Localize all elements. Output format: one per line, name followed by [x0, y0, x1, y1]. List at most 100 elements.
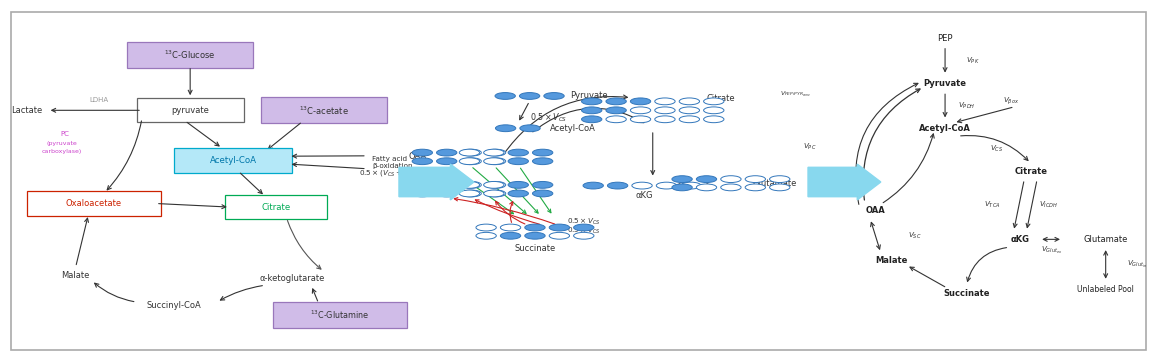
Circle shape: [680, 107, 700, 114]
Circle shape: [486, 158, 505, 165]
Circle shape: [745, 176, 766, 182]
Circle shape: [461, 158, 481, 165]
Circle shape: [581, 98, 602, 105]
Text: $V_{PK}$: $V_{PK}$: [967, 56, 980, 66]
Circle shape: [437, 182, 457, 188]
Text: $^{13}$C-Glucose: $^{13}$C-Glucose: [164, 48, 216, 61]
Text: Malate: Malate: [399, 185, 426, 194]
FancyBboxPatch shape: [27, 191, 160, 216]
FancyBboxPatch shape: [260, 98, 387, 123]
Text: αKG: αKG: [1011, 235, 1030, 244]
Text: $0.5\times V_{CS}$: $0.5\times V_{CS}$: [567, 216, 601, 226]
Circle shape: [508, 182, 529, 188]
Text: Pyruvate: Pyruvate: [924, 79, 967, 88]
Text: $0.5\times(V_{CS}+V_{ac})$: $0.5\times(V_{CS}+V_{ac})$: [359, 168, 418, 178]
Circle shape: [461, 190, 481, 197]
Circle shape: [532, 149, 553, 156]
Text: $V_{SC}$: $V_{SC}$: [908, 231, 921, 241]
Text: pyruvate: pyruvate: [171, 106, 209, 115]
Text: $^{13}$C-acetate: $^{13}$C-acetate: [299, 104, 349, 116]
Circle shape: [413, 190, 432, 197]
Circle shape: [413, 149, 432, 156]
Circle shape: [581, 107, 602, 114]
Circle shape: [483, 182, 504, 188]
Circle shape: [704, 107, 724, 114]
Circle shape: [508, 190, 529, 197]
Circle shape: [583, 182, 603, 189]
Text: Glutamate: Glutamate: [1083, 235, 1128, 244]
Text: $V_{PC}$: $V_{PC}$: [803, 142, 817, 152]
Text: Acetyl-CoA: Acetyl-CoA: [919, 124, 971, 133]
Text: Lactate: Lactate: [10, 106, 42, 115]
Text: $V_{TCA}$: $V_{TCA}$: [984, 200, 1000, 210]
Text: α-ketoglutarate: α-ketoglutarate: [259, 274, 324, 283]
Circle shape: [657, 182, 676, 189]
Circle shape: [461, 149, 481, 156]
FancyBboxPatch shape: [137, 98, 244, 123]
Circle shape: [495, 125, 516, 132]
Circle shape: [680, 116, 700, 123]
Circle shape: [413, 158, 432, 165]
Circle shape: [532, 158, 553, 165]
Circle shape: [608, 182, 627, 189]
Circle shape: [654, 107, 675, 114]
Text: OAA: OAA: [866, 206, 885, 215]
Text: $V_{ICDH}$: $V_{ICDH}$: [1039, 200, 1059, 210]
Circle shape: [605, 116, 626, 123]
Circle shape: [459, 158, 480, 165]
Circle shape: [525, 232, 545, 239]
Circle shape: [501, 224, 521, 231]
Text: carboxylase): carboxylase): [42, 149, 81, 154]
Circle shape: [681, 182, 701, 189]
Circle shape: [574, 232, 594, 239]
Circle shape: [532, 190, 553, 197]
Circle shape: [630, 107, 651, 114]
Circle shape: [486, 182, 505, 188]
Text: Glutamate: Glutamate: [752, 179, 797, 188]
Circle shape: [745, 184, 766, 191]
Circle shape: [605, 98, 626, 105]
Circle shape: [495, 92, 516, 99]
Text: Succinyl-CoA: Succinyl-CoA: [146, 301, 201, 310]
Circle shape: [704, 116, 724, 123]
Text: Succinate: Succinate: [515, 244, 555, 253]
Circle shape: [437, 190, 457, 197]
Circle shape: [574, 224, 594, 231]
FancyBboxPatch shape: [127, 42, 253, 68]
Circle shape: [672, 176, 693, 182]
Circle shape: [476, 232, 496, 239]
Circle shape: [483, 149, 504, 156]
FancyBboxPatch shape: [12, 12, 1147, 351]
Circle shape: [720, 176, 741, 182]
Text: $V_{PDH}$: $V_{PDH}$: [957, 101, 975, 111]
Text: Citrate: Citrate: [261, 203, 290, 211]
Text: $V_{Glut_{ex}}$: $V_{Glut_{ex}}$: [1041, 245, 1063, 256]
FancyBboxPatch shape: [273, 302, 407, 328]
Circle shape: [769, 184, 790, 191]
Text: PEP: PEP: [938, 34, 953, 43]
Circle shape: [483, 190, 504, 197]
Text: Citrate: Citrate: [1014, 167, 1047, 176]
Circle shape: [483, 158, 504, 165]
Circle shape: [413, 182, 432, 188]
Text: Succinate: Succinate: [944, 289, 990, 298]
Circle shape: [461, 182, 481, 188]
Circle shape: [486, 149, 505, 156]
Text: Malate: Malate: [875, 256, 908, 265]
Circle shape: [519, 92, 540, 99]
Circle shape: [437, 158, 457, 165]
Text: Oxaloacetate: Oxaloacetate: [66, 199, 122, 208]
Circle shape: [550, 224, 569, 231]
Circle shape: [486, 190, 505, 197]
Circle shape: [581, 116, 602, 123]
Text: $V_{\beta ox}$: $V_{\beta ox}$: [1003, 96, 1019, 107]
Circle shape: [519, 125, 540, 132]
Circle shape: [630, 98, 651, 105]
Circle shape: [680, 98, 700, 105]
Text: $0.5\times V_{CS}$: $0.5\times V_{CS}$: [567, 226, 601, 236]
Text: Malate: Malate: [62, 271, 89, 280]
Text: $^{13}$C-Glutamine: $^{13}$C-Glutamine: [310, 308, 370, 321]
Circle shape: [704, 98, 724, 105]
Text: $0.5\times V_{CS}$: $0.5\times V_{CS}$: [530, 111, 567, 124]
Circle shape: [459, 182, 480, 188]
